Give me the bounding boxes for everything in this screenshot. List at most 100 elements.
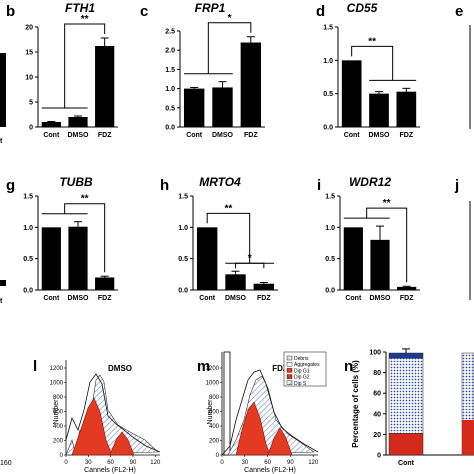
- flow-ytick-label: 600: [53, 410, 64, 416]
- flow-legend-swatch: [286, 362, 293, 367]
- panel-b-ytick-label: 0: [29, 125, 33, 132]
- panel-letter-e: e: [455, 3, 463, 20]
- panel-i-ytick-label: 1.0: [325, 225, 335, 232]
- flow-legend-swatch: [286, 368, 293, 373]
- panel-i-bar: [343, 227, 363, 290]
- panel-h-category-label: DMSO: [225, 295, 247, 302]
- panel-letter-h: h: [160, 177, 169, 194]
- panel-i-title: WDR12: [349, 175, 391, 189]
- panel-d-bar: [369, 93, 389, 127]
- panel-i-sig-label: **: [383, 198, 391, 209]
- panel-b-ytick-label: 10: [25, 75, 33, 82]
- flow-xtick-label: 30: [85, 460, 92, 466]
- panel-letter-j: j: [454, 177, 459, 194]
- panel-c-sig-bracket: [207, 22, 252, 74]
- panel-h-ytick-label: 1.5: [178, 194, 188, 201]
- panel-g-category-label: DMSO: [68, 295, 90, 302]
- bar-panel-d: CD55 0.0 0.5 1.0 1.5 Cont DMSO FDZ **: [323, 1, 420, 139]
- panel-letter-d: d: [316, 3, 325, 20]
- flow-panel-dmso: DMSO Number Cannels (FL2-H) 020040060080…: [50, 360, 161, 474]
- panel-i-ytick-label: 0.5: [325, 256, 335, 263]
- flow-m-g2-peak: [267, 427, 293, 456]
- flow-ytick-label: 200: [53, 439, 64, 445]
- panel-b-title: FTH1: [65, 1, 95, 15]
- panel-c-category-label: Cont: [186, 132, 203, 139]
- panel-i-bar: [370, 239, 390, 290]
- panel-n-ytick-label: 20: [373, 432, 381, 439]
- flow-legend-label: Dip G1: [294, 368, 310, 374]
- panel-h-sig-label: **: [225, 203, 233, 214]
- panel-c-title: FRP1: [195, 1, 226, 15]
- flow-m-ylabel: Number: [207, 399, 214, 425]
- panel-i-bar: [397, 286, 417, 290]
- panel-a-cat-fragment: t: [0, 138, 3, 145]
- panel-g-sig-bracket: [64, 203, 106, 273]
- flow-xtick-label: 90: [130, 460, 137, 466]
- panel-c-category-label: DMSO: [212, 132, 234, 139]
- panel-i-category-label: Cont: [345, 295, 362, 302]
- flow-m-title: FDZ: [272, 364, 288, 373]
- panel-n-ytick-label: 80: [373, 370, 381, 377]
- panel-d-ytick-label: 1.5: [323, 25, 333, 32]
- flow-xtick-label: 120: [150, 460, 161, 466]
- flow-ytick-label: 1000: [206, 381, 220, 387]
- panel-c-ytick-label: 0.0: [165, 125, 175, 132]
- bar-panel-g: TUBB 0.0 0.5 1.0 1.5 Cont DMSO FDZ **: [23, 175, 118, 302]
- flow-legend-swatch: [286, 380, 293, 385]
- panel-d-category-label: FDZ: [400, 132, 414, 139]
- panel-g-bar: [95, 277, 115, 290]
- panel-g-title: TUBB: [59, 175, 93, 189]
- panel-n-ytick-label: 100: [369, 350, 381, 357]
- flow-xtick-label: 30: [241, 460, 248, 466]
- panel-b-bar: [95, 46, 115, 127]
- flow-xtick-label: 0: [220, 460, 224, 466]
- flow-ytick-label: 400: [209, 424, 220, 430]
- flow-ytick-label: 200: [209, 439, 220, 445]
- panel-d-bar: [396, 91, 417, 127]
- panel-n-segment: [388, 433, 424, 456]
- panel-c-bar: [240, 42, 262, 127]
- flow-l-title: DMSO: [108, 364, 132, 373]
- panel-g-bar: [68, 226, 88, 290]
- panel-c-ytick-label: 0.5: [165, 105, 175, 112]
- panel-letter-b: b: [6, 3, 15, 20]
- panel-d-ytick-label: 0.0: [323, 125, 333, 132]
- flow-xtick-label: 90: [287, 460, 294, 466]
- flow-xtick-label: 60: [264, 460, 271, 466]
- flow-ytick-label: 1200: [50, 366, 64, 372]
- panel-n-ytick-label: 60: [373, 391, 381, 398]
- panel-b-sig-bracket: [64, 23, 106, 108]
- panel-n-ylabel: Percentage of cells (%): [351, 360, 360, 448]
- panel-d-category-label: Cont: [344, 132, 361, 139]
- panel-d-ytick-label: 1.0: [323, 58, 333, 65]
- flow-m-xlabel: Cannels (FL2-H): [244, 467, 296, 474]
- panel-h-title: MRTO4: [199, 175, 241, 189]
- panel-b-ytick-label: 15: [25, 50, 33, 57]
- panel-letter-g: g: [6, 177, 15, 194]
- panel-h-category-label: Cont: [199, 295, 216, 302]
- panel-g-ytick-label: 1.0: [23, 225, 33, 232]
- panel-n-bar-partial-g1: [462, 419, 474, 455]
- panel-d-sig-bracket: [351, 45, 394, 81]
- flow-l-histogram-line: [65, 373, 161, 453]
- bar-panel-c: FRP1 0.0 0.5 1.0 1.5 2.0 2.5 Cont DMSO FDZ *: [165, 1, 265, 139]
- panel-i-sig-bracket: [366, 207, 408, 283]
- panel-d-title: CD55: [347, 1, 378, 15]
- panel-c-sig-label: *: [228, 13, 232, 24]
- panel-g-category-label: Cont: [43, 295, 60, 302]
- flow-left-xtick: 160: [0, 460, 12, 467]
- flow-l-ylabel: Number: [53, 399, 60, 425]
- flow-ytick-label: 1000: [50, 381, 64, 387]
- flow-legend-swatch: [286, 374, 293, 379]
- panel-d-sig-label: **: [368, 36, 376, 47]
- panel-letter-l: l: [33, 358, 37, 375]
- panel-c-ytick-label: 2.5: [165, 29, 175, 36]
- panel-f-bar: [0, 280, 6, 286]
- panel-i-category-label: FDZ: [400, 295, 414, 302]
- flow-panel-fdz: FDZ Number Cannels (FL2-H) 0200400600800…: [206, 351, 327, 474]
- panel-g-ytick-label: 0.5: [23, 256, 33, 263]
- flow-m-yticks: 0 200 400 600 800 1000 1200: [206, 366, 222, 459]
